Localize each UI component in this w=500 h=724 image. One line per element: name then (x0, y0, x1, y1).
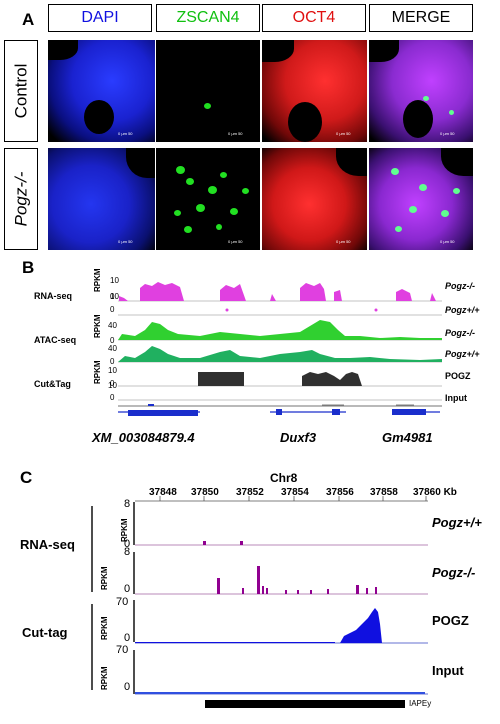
row-label-pogz-ko: Pogz-/- (4, 148, 38, 250)
coord-tick: 37860 Kb (413, 487, 457, 498)
track-max: 40 (108, 344, 117, 353)
micrograph-pogz-oct4 (262, 148, 367, 250)
track-label: Pogz-/- (432, 565, 476, 580)
track-min: 0 (110, 292, 115, 301)
track-min: 0 (124, 632, 131, 644)
track-label: POGZ (445, 371, 471, 381)
track-max: 70 (116, 644, 129, 656)
track-label: Pogz-/- (445, 281, 475, 291)
track-min: 0 (124, 681, 131, 693)
micrograph-control-merge (369, 40, 473, 142)
header-zscan4: ZSCAN4 (156, 4, 260, 32)
group-label-cuttag: Cut-tag (22, 625, 68, 640)
scale-bar-label: 0 μm 50 (118, 131, 133, 136)
coord-tick: 37852 (236, 487, 264, 498)
group-label-rnaseq: RNA-seq (20, 537, 75, 552)
gene-label: Gm4981 (382, 430, 433, 445)
track-group-rnaseq: RNA-seq (34, 291, 73, 301)
panel-b-letter: B (22, 258, 35, 277)
coord-tick: 37854 (281, 487, 309, 498)
scale-bar-label: 0 μm 50 (228, 239, 243, 244)
track-group-atacseq: ATAC-seq (34, 335, 77, 345)
panel-c-tracks (91, 496, 428, 708)
scale-bar-label: 0 μm 50 (440, 131, 455, 136)
micrograph-pogz-zscan4 (156, 148, 260, 250)
track-label: Input (445, 393, 467, 403)
header-oct4: OCT4 (262, 4, 366, 32)
track-group-cuttag: Cut&Tag (34, 379, 71, 389)
track-min: 0 (110, 379, 115, 388)
track-min: 0 (124, 538, 131, 550)
track-min: 0 (110, 357, 115, 366)
row-label-control: Control (4, 40, 38, 142)
gene-label: XM_003084879.4 (92, 430, 195, 445)
track-max: 10 (110, 292, 119, 301)
track-min: 0 (124, 583, 131, 595)
track-label: Pogz+/+ (445, 349, 480, 359)
coord-tick: 37848 (149, 487, 177, 498)
track-max: 10 (108, 381, 117, 390)
scale-bar-label: 0 μm 50 (336, 131, 351, 136)
track-min: 0 (110, 305, 115, 314)
panel-c-letter: C (20, 468, 33, 487)
panel-b-tracks (118, 282, 442, 416)
track-label: POGZ (432, 613, 469, 628)
gene-label: Duxf3 (280, 430, 317, 445)
track-min: 0 (110, 336, 115, 345)
header-merge: MERGE (369, 4, 473, 32)
track-max: 8 (124, 546, 131, 558)
track-label: Pogz+/+ (445, 305, 480, 315)
track-max: 10 (110, 276, 119, 285)
header-dapi: DAPI (48, 4, 152, 32)
coord-tick: 37858 (370, 487, 398, 498)
scale-bar-label: 0 μm 50 (336, 239, 351, 244)
track-label: Pogz-/- (445, 328, 475, 338)
coord-tick: 37850 (191, 487, 219, 498)
scale-bar-label: 0 μm 50 (440, 239, 455, 244)
track-max: 70 (116, 596, 129, 608)
track-max: 40 (108, 321, 117, 330)
repeat-element-label: IAPEy (409, 699, 432, 708)
panel-a-letter: A (22, 10, 35, 29)
track-min: 0 (110, 393, 115, 402)
scale-bar-label: 0 μm 50 (228, 131, 243, 136)
coord-tick: 37856 (326, 487, 354, 498)
track-max: 8 (124, 498, 131, 510)
micrograph-control-zscan4 (156, 40, 260, 142)
track-label: Input (432, 663, 464, 678)
scale-bar-label: 0 μm 50 (118, 239, 133, 244)
micrograph-pogz-dapi (48, 148, 155, 250)
micrograph-control-oct4 (262, 40, 367, 142)
micrograph-control-dapi (48, 40, 155, 142)
micrograph-pogz-merge (369, 148, 473, 250)
track-max: 10 (108, 366, 117, 375)
chromosome-label: Chr8 (270, 471, 298, 485)
track-label: Pogz+/+ (432, 515, 482, 530)
